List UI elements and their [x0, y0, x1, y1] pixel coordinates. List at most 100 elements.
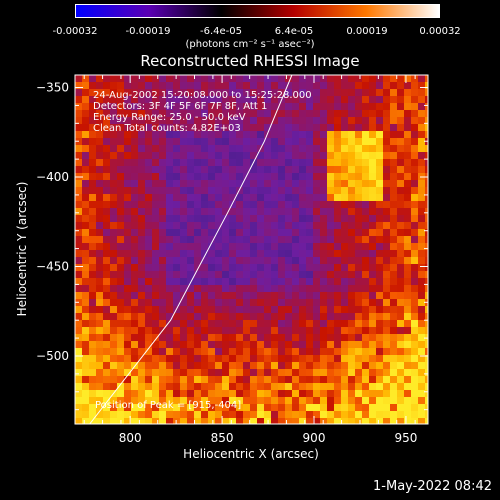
- heatmap-cell: [124, 306, 131, 313]
- heatmap-cell: [313, 166, 320, 173]
- heatmap-cell: [285, 124, 292, 131]
- heatmap-cell: [243, 362, 250, 369]
- heatmap-cell: [264, 376, 271, 383]
- heatmap-cell: [131, 236, 138, 243]
- heatmap-cell: [124, 180, 131, 187]
- heatmap-cell: [418, 264, 425, 271]
- heatmap-cell: [222, 236, 229, 243]
- heatmap-cell: [271, 313, 278, 320]
- heatmap-cell: [89, 89, 96, 96]
- heatmap-cell: [208, 180, 215, 187]
- heatmap-cell: [418, 82, 425, 89]
- heatmap-cell: [397, 180, 404, 187]
- heatmap-cell: [194, 341, 201, 348]
- heatmap-cell: [89, 145, 96, 152]
- heatmap-cell: [362, 75, 369, 82]
- heatmap-cell: [243, 166, 250, 173]
- heatmap-cell: [355, 348, 362, 355]
- heatmap-cell: [292, 166, 299, 173]
- heatmap-cell: [404, 355, 411, 362]
- heatmap-cell: [313, 299, 320, 306]
- heatmap-cell: [306, 348, 313, 355]
- heatmap-cell: [103, 96, 110, 103]
- heatmap-cell: [166, 278, 173, 285]
- heatmap-cell: [327, 341, 334, 348]
- heatmap-cell: [278, 348, 285, 355]
- heatmap-cell: [236, 166, 243, 173]
- heatmap-cell: [411, 264, 418, 271]
- heatmap-cell: [124, 173, 131, 180]
- heatmap-cell: [320, 250, 327, 257]
- heatmap-cell: [89, 278, 96, 285]
- heatmap-cell: [369, 166, 376, 173]
- heatmap-cell: [292, 229, 299, 236]
- heatmap-cell: [124, 117, 131, 124]
- heatmap-cell: [418, 96, 425, 103]
- heatmap-cell: [285, 82, 292, 89]
- heatmap-cell: [306, 222, 313, 229]
- heatmap-cell: [243, 306, 250, 313]
- heatmap-cell: [145, 341, 152, 348]
- heatmap-cell: [369, 131, 376, 138]
- heatmap-cell: [390, 348, 397, 355]
- heatmap-cell: [152, 264, 159, 271]
- heatmap-cell: [82, 278, 89, 285]
- heatmap-cell: [180, 96, 187, 103]
- heatmap-cell: [362, 390, 369, 397]
- heatmap-cell: [257, 131, 264, 138]
- heatmap-cell: [334, 201, 341, 208]
- heatmap-cell: [208, 236, 215, 243]
- heatmap-cell: [320, 187, 327, 194]
- heatmap-cell: [327, 376, 334, 383]
- heatmap-cell: [103, 173, 110, 180]
- heatmap-cell: [264, 418, 271, 424]
- heatmap-cell: [348, 187, 355, 194]
- heatmap-cell: [271, 75, 278, 82]
- heatmap-cell: [229, 208, 236, 215]
- heatmap-cell: [229, 271, 236, 278]
- heatmap-cell: [348, 292, 355, 299]
- heatmap-cell: [131, 299, 138, 306]
- heatmap-cell: [271, 362, 278, 369]
- heatmap-cell: [271, 355, 278, 362]
- heatmap-cell: [418, 208, 425, 215]
- heatmap-cell: [173, 264, 180, 271]
- heatmap-cell: [418, 376, 425, 383]
- heatmap-cell: [411, 187, 418, 194]
- heatmap-cell: [250, 166, 257, 173]
- heatmap-cell: [215, 292, 222, 299]
- heatmap-cell: [404, 187, 411, 194]
- heatmap-cell: [159, 250, 166, 257]
- heatmap-cell: [103, 124, 110, 131]
- heatmap-cell: [243, 96, 250, 103]
- heatmap-cell: [229, 201, 236, 208]
- heatmap-cell: [348, 348, 355, 355]
- heatmap-cell: [264, 264, 271, 271]
- heatmap-cell: [285, 173, 292, 180]
- heatmap-cell: [383, 362, 390, 369]
- heatmap-cell: [292, 159, 299, 166]
- heatmap-cell: [166, 110, 173, 117]
- heatmap-cell: [117, 334, 124, 341]
- heatmap-cell: [194, 208, 201, 215]
- heatmap-cell: [369, 96, 376, 103]
- heatmap-cell: [138, 348, 145, 355]
- heatmap-cell: [271, 180, 278, 187]
- heatmap-cell: [145, 264, 152, 271]
- heatmap-cell: [271, 145, 278, 152]
- heatmap-cell: [299, 264, 306, 271]
- heatmap-cell: [341, 362, 348, 369]
- heatmap-cell: [180, 187, 187, 194]
- heatmap-cell: [278, 341, 285, 348]
- heatmap-cell: [215, 145, 222, 152]
- heatmap-cell: [369, 327, 376, 334]
- heatmap-cell: [138, 194, 145, 201]
- heatmap-cell: [362, 327, 369, 334]
- heatmap-cell: [215, 222, 222, 229]
- heatmap-cell: [173, 103, 180, 110]
- heatmap-cell: [341, 166, 348, 173]
- heatmap-cell: [96, 89, 103, 96]
- heatmap-cell: [376, 166, 383, 173]
- heatmap-cell: [299, 89, 306, 96]
- heatmap-cell: [285, 418, 292, 424]
